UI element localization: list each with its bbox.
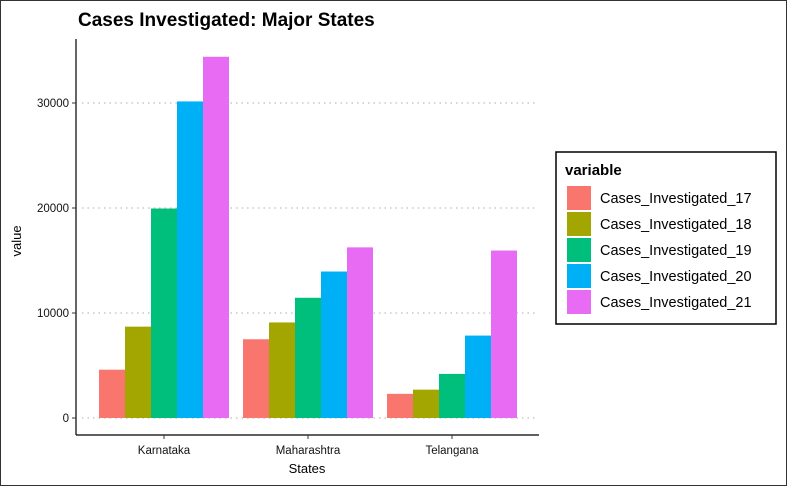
bars bbox=[99, 56, 517, 419]
x-tick-label: Karnataka bbox=[138, 445, 191, 457]
bar bbox=[347, 247, 373, 418]
bar bbox=[295, 297, 321, 418]
x-tick-label: Maharashtra bbox=[276, 445, 341, 457]
bar bbox=[243, 339, 269, 418]
bar bbox=[439, 373, 465, 418]
legend-label: Cases_Investigated_17 bbox=[600, 191, 752, 207]
bar bbox=[465, 335, 491, 418]
legend-swatch bbox=[567, 238, 591, 262]
x-ticks: Karnataka Maharashtra Telangana bbox=[138, 435, 479, 457]
bar bbox=[387, 393, 413, 418]
legend-swatch bbox=[567, 290, 591, 314]
bar bbox=[321, 271, 347, 418]
legend-title: variable bbox=[565, 162, 622, 179]
chart-title: Cases Investigated: Major States bbox=[78, 10, 375, 31]
bar bbox=[151, 208, 177, 418]
y-tick-label: 20000 bbox=[37, 203, 69, 215]
bar bbox=[203, 56, 229, 419]
y-tick-label: 0 bbox=[63, 413, 69, 425]
legend: variable Cases_Investigated_17 Cases_Inve… bbox=[555, 151, 777, 325]
legend-label: Cases_Investigated_21 bbox=[600, 295, 752, 311]
x-axis-title: States bbox=[289, 461, 326, 476]
legend-label: Cases_Investigated_19 bbox=[600, 243, 752, 259]
y-ticks: 0 10000 20000 30000 bbox=[37, 98, 76, 425]
y-tick-label: 10000 bbox=[37, 308, 69, 320]
bar bbox=[491, 250, 517, 418]
legend-swatch bbox=[567, 264, 591, 288]
x-tick-label: Telangana bbox=[425, 445, 479, 457]
legend-label: Cases_Investigated_18 bbox=[600, 217, 752, 233]
legend-box bbox=[555, 151, 777, 325]
bar bbox=[269, 322, 295, 418]
bar bbox=[125, 326, 151, 418]
legend-swatch bbox=[567, 212, 591, 236]
y-axis-title: value bbox=[9, 225, 24, 256]
bar bbox=[413, 389, 439, 418]
y-tick-label: 30000 bbox=[37, 98, 69, 110]
bar bbox=[99, 369, 125, 418]
bar bbox=[177, 101, 203, 419]
legend-label: Cases_Investigated_20 bbox=[600, 269, 752, 285]
legend-swatch bbox=[567, 186, 591, 210]
